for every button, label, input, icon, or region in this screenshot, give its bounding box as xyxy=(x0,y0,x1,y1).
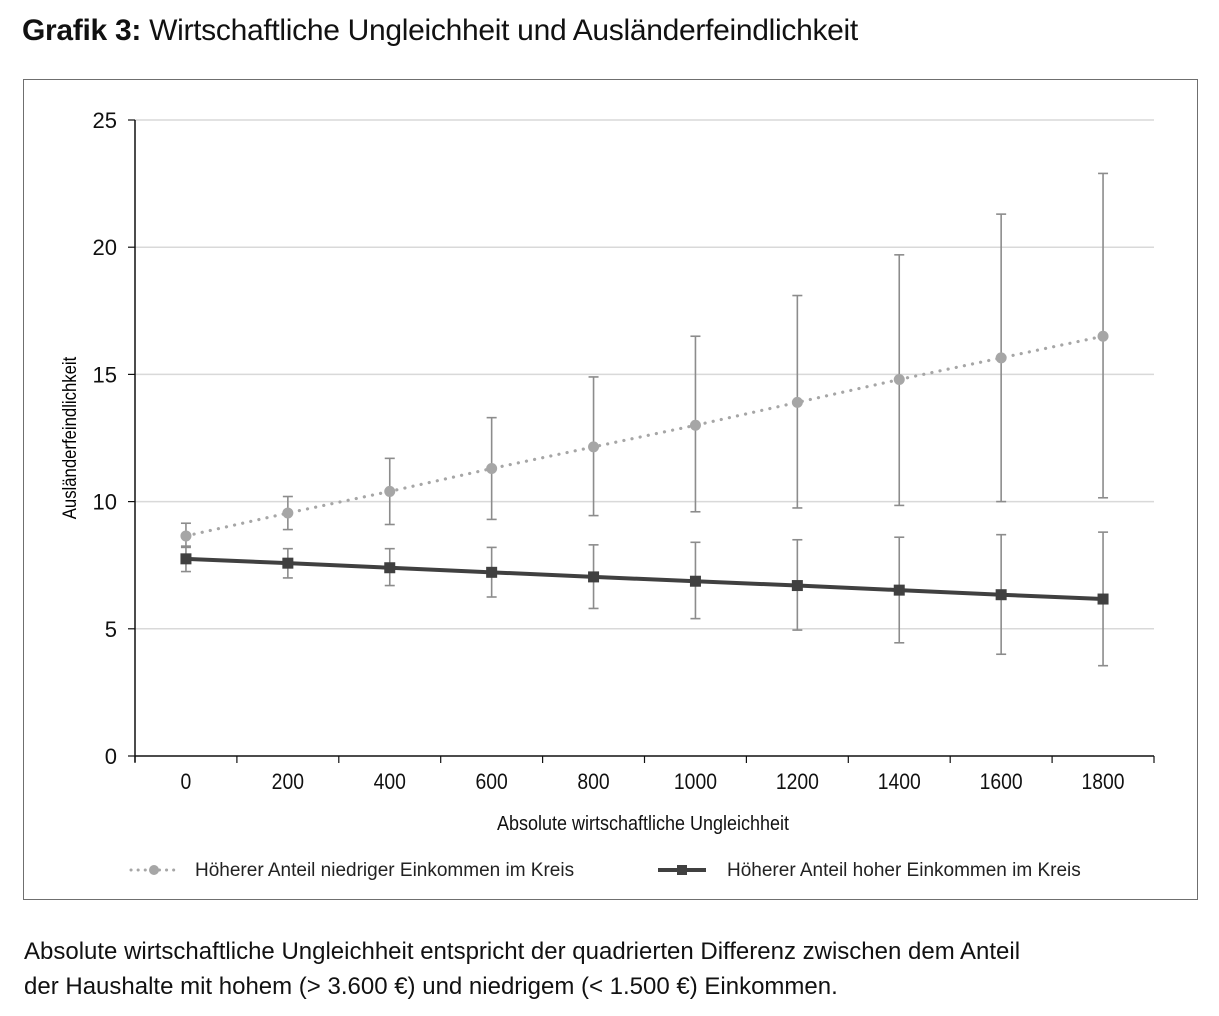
x-tick-label: 600 xyxy=(475,770,507,794)
y-tick-label: 20 xyxy=(93,235,117,260)
data-markers xyxy=(180,330,1109,605)
square-marker-icon xyxy=(677,865,687,875)
y-tick-label: 5 xyxy=(105,617,117,642)
gridlines xyxy=(135,119,1154,630)
legend: Höherer Anteil niedriger Einkommen im Kr… xyxy=(129,860,1081,881)
square-marker xyxy=(282,557,294,569)
legend-item-low-income: Höherer Anteil niedriger Einkommen im Kr… xyxy=(129,860,574,881)
figure-title-text: Wirtschaftliche Ungleichheit und Ausländ… xyxy=(149,14,858,47)
series-line-low-income xyxy=(184,334,1105,538)
axis-labels: 0 5 10 15 20 25 0 200 400 600 800 1000 1200 1400 1600 1… xyxy=(93,108,1125,794)
x-tick-label: 400 xyxy=(374,770,406,794)
x-tick-label: 800 xyxy=(577,770,609,794)
legend-item-high-income: Höherer Anteil hoher Einkommen im Kreis xyxy=(658,860,1081,881)
circle-marker xyxy=(486,463,498,475)
series-lines xyxy=(184,334,1105,602)
x-tick-label: 200 xyxy=(272,770,304,794)
y-tick-label: 15 xyxy=(93,362,117,387)
chart-frame xyxy=(23,79,1198,900)
y-tick-label: 0 xyxy=(105,744,117,769)
x-tick-label: 1200 xyxy=(776,770,819,794)
x-tick-label: 1400 xyxy=(878,770,921,794)
square-marker xyxy=(588,571,600,583)
figure-title: Grafik 3: Wirtschaftliche Ungleichheit u… xyxy=(22,14,858,48)
circle-marker xyxy=(1097,330,1109,342)
circle-marker xyxy=(791,396,803,408)
figure-number: Grafik 3: xyxy=(22,14,142,47)
legend-label-high-income: Höherer Anteil hoher Einkommen im Kreis xyxy=(727,860,1081,881)
square-marker xyxy=(791,580,803,592)
y-tick-label: 25 xyxy=(93,108,117,133)
x-tick-label: 1800 xyxy=(1082,770,1125,794)
circle-marker xyxy=(384,485,396,497)
square-marker xyxy=(1097,593,1109,605)
caption-line-1: Absolute wirtschaftliche Ungleichheit en… xyxy=(24,938,1021,965)
circle-marker-icon xyxy=(149,865,159,875)
x-tick-label: 1600 xyxy=(980,770,1023,794)
circle-marker xyxy=(689,419,701,431)
x-tick-label: 0 xyxy=(181,770,192,794)
square-marker xyxy=(486,566,498,578)
caption-line-2: der Haushalte mit hohem (> 3.600 €) und … xyxy=(24,973,838,1000)
square-marker xyxy=(180,553,192,565)
circle-marker xyxy=(282,507,294,519)
square-marker xyxy=(689,575,701,587)
circle-marker xyxy=(893,373,905,385)
figure-caption: Absolute wirtschaftliche Ungleichheit en… xyxy=(24,934,1198,1004)
series-line-high-income xyxy=(185,556,1104,602)
y-tick-label: 10 xyxy=(93,490,117,515)
axes xyxy=(128,119,1155,763)
square-marker xyxy=(893,584,905,596)
x-axis-title: Absolute wirtschaftliche Ungleichheit xyxy=(497,813,790,835)
square-marker xyxy=(995,589,1007,601)
x-tick-label: 1000 xyxy=(674,770,717,794)
legend-label-low-income: Höherer Anteil niedriger Einkommen im Kr… xyxy=(195,860,574,881)
square-marker xyxy=(384,562,396,574)
circle-marker xyxy=(180,530,192,542)
circle-marker xyxy=(588,441,600,453)
y-axis-title: Ausländerfeindlichkeit xyxy=(59,357,80,519)
circle-marker xyxy=(995,352,1007,364)
